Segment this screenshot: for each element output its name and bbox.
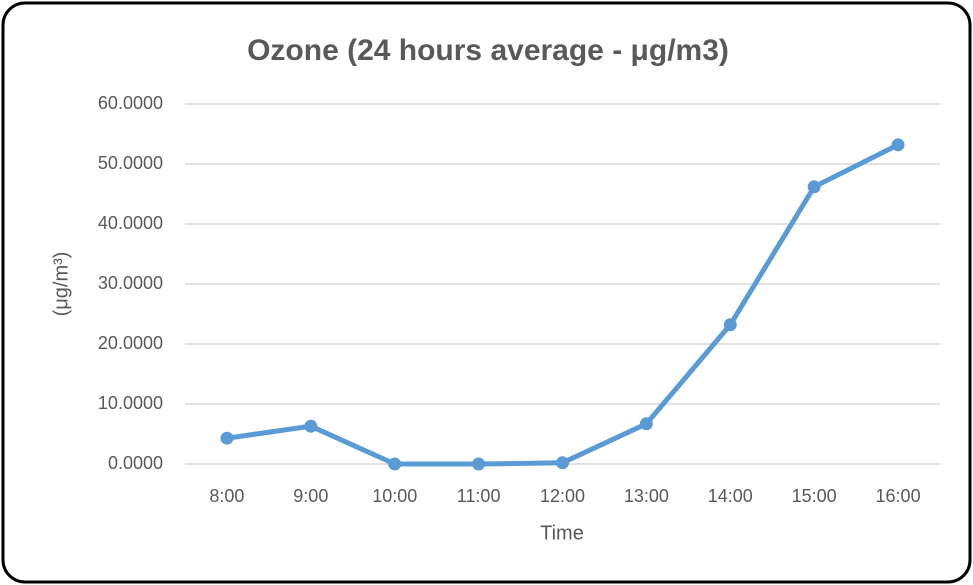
x-tick-label: 15:00 [792,486,837,506]
y-tick-label: 0.0000 [108,453,163,473]
y-tick-label: 30.0000 [98,273,163,293]
data-point [556,456,569,470]
x-tick-label: 16:00 [876,486,921,506]
y-tick-label: 10.0000 [98,393,163,413]
data-point [723,318,737,332]
x-tick-label: 13:00 [624,486,669,506]
chart-title: Ozone (24 hours average - μg/m3) [247,34,729,67]
x-tick-label: 10:00 [372,486,417,506]
y-tick-label: 20.0000 [98,333,163,353]
y-tick-label: 50.0000 [98,153,163,173]
data-point [639,417,653,431]
data-point [388,457,402,471]
y-tick-label: 40.0000 [98,213,163,233]
x-tick-label: 8:00 [209,486,244,506]
x-tick-label: 14:00 [708,486,753,506]
data-point [891,138,905,152]
x-tick-label: 12:00 [540,486,585,506]
x-axis-label: Time [540,522,584,544]
data-point [472,457,486,471]
data-point [807,180,821,194]
x-tick-label: 9:00 [293,486,328,506]
data-point [304,419,318,433]
x-tick-label: 11:00 [457,486,501,506]
y-axis-label: (μg/m³) [50,252,72,317]
data-point [220,431,234,445]
y-tick-label: 60.0000 [98,93,163,113]
